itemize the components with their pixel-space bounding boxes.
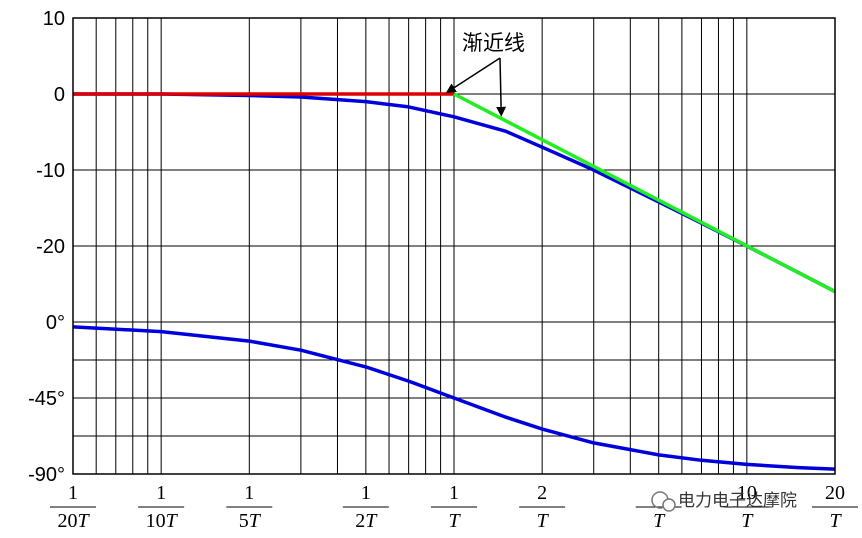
plot-frame	[72, 17, 836, 475]
grid	[72, 17, 836, 475]
x-tick-denominator: T	[448, 510, 461, 532]
watermark: 电力电子达摩院	[651, 491, 797, 512]
plot-border	[72, 17, 836, 475]
x-tick-label: T	[635, 506, 682, 532]
wechat-icon	[651, 491, 676, 512]
x-tick-numerator: 1	[68, 482, 78, 504]
x-tick-label: 15T	[226, 482, 273, 532]
x-tick-denominator: T	[537, 510, 550, 532]
x-tick-numerator: 1	[156, 482, 166, 504]
y-tick-label: -90°	[28, 464, 65, 486]
x-tick-label: 12T	[342, 482, 389, 532]
x-tick-label: 20 T	[812, 482, 858, 532]
asymptote-arrow	[496, 57, 507, 117]
asymptote-annotation: 渐近线	[445, 31, 525, 117]
x-tick-label: 10 T	[723, 482, 770, 532]
x-tick-denominator: T	[741, 510, 754, 532]
x-tick-numerator: 2	[537, 482, 547, 504]
asymptote-arrow	[445, 57, 501, 94]
x-tick-numerator: 10	[737, 482, 757, 504]
y-tick-label: -10	[36, 160, 65, 182]
y-tick-label: -20	[36, 236, 65, 258]
x-tick-denominator: 2T	[355, 510, 378, 532]
x-tick-denominator: T	[653, 510, 666, 532]
phase-line	[72, 325, 836, 471]
x-tick-numerator: 1	[244, 482, 254, 504]
x-tick-denominator: 20T	[57, 510, 90, 532]
x-tick-numerator: 1	[449, 482, 459, 504]
y-tick-label: 10	[43, 8, 65, 30]
watermark-text: 电力电子达摩院	[678, 491, 797, 511]
x-tick-label: 2T	[519, 482, 566, 532]
x-tick-denominator: 5T	[239, 510, 262, 532]
x-tick-numerator: 20	[825, 482, 845, 504]
asymptote-label: 渐近线	[462, 31, 525, 55]
y-tick-label: 0°	[46, 312, 65, 334]
wechat-icon-bubble	[662, 498, 676, 512]
y-tick-label: 0	[54, 84, 65, 106]
x-tick-denominator: 10T	[146, 510, 179, 532]
x-tick-denominator: T	[829, 510, 842, 532]
x-tick-label: 1T	[431, 482, 477, 532]
x-tick-numerator: 1	[361, 482, 371, 504]
asymptote-high-line	[453, 92, 836, 294]
series-layer	[72, 92, 836, 471]
y-tick-label: -45°	[28, 388, 65, 410]
